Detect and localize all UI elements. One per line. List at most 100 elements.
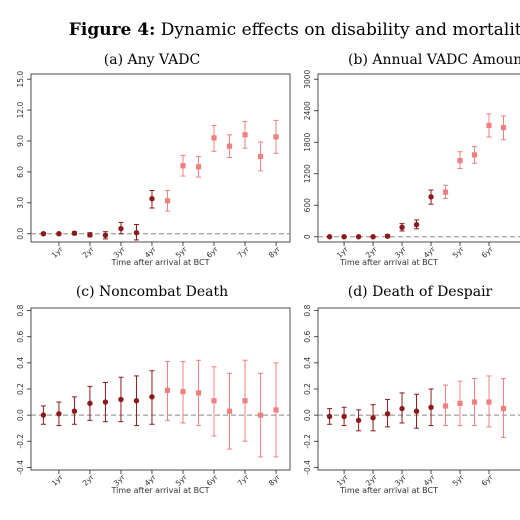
panel-b-ytick-label: 600 — [303, 198, 312, 213]
panel-a-point — [195, 164, 202, 170]
panel-d-xtick-label: 5yr — [451, 472, 467, 488]
panel-c-xtick-label: 8yr — [267, 472, 283, 488]
figure-title: Figure 4: Dynamic effects on disability … — [0, 20, 520, 40]
panel-b-point — [442, 189, 449, 195]
panel-a-point — [211, 135, 217, 141]
panel-c-ytick-label: 0.8 — [16, 304, 25, 316]
panel-c-xtick-label: 7yr — [236, 472, 252, 488]
panel-c-point — [71, 408, 78, 414]
panel-b-ytick-label: 1800 — [303, 132, 312, 151]
panel-b-xtick-label: 5yr — [451, 244, 467, 260]
panel-d-title: (d) Death of Despair — [347, 284, 493, 300]
panel-a-point — [56, 231, 62, 237]
panel-a-ytick-label: 6.0 — [16, 166, 25, 178]
panel-c-point — [180, 389, 186, 395]
panel-d-xtick-label: 6yr — [480, 472, 496, 488]
panel-a-point — [149, 196, 155, 202]
panel-d-ytick-label: 0.2 — [303, 383, 312, 395]
panel-a-point — [273, 134, 279, 140]
panel-a-point — [40, 231, 47, 237]
panel-d-point — [355, 417, 362, 424]
panel-d-point — [341, 413, 347, 420]
panel-d-point — [370, 415, 376, 421]
panel-d-point — [413, 408, 420, 414]
panel-d-point — [457, 400, 463, 406]
panel-b-point — [341, 234, 347, 240]
panel-d-point — [486, 399, 492, 405]
panel-d-ytick-label: 0.0 — [303, 409, 312, 421]
panel-d-ytick-label: 0.4 — [303, 357, 312, 369]
panel-d-frame — [317, 307, 520, 471]
panel-a-title: (a) Any VADC — [103, 52, 201, 68]
figure-title-text: Dynamic effects on disability and mortal… — [160, 20, 520, 40]
panel-a-point — [71, 230, 78, 236]
panel-c-ytick-label: 0.6 — [16, 331, 25, 343]
panel-a-point — [242, 132, 248, 138]
panel-a-point — [102, 232, 109, 239]
panel-a-point — [180, 163, 186, 169]
panel-c-point — [149, 394, 155, 400]
panel-c-xtick-label: 2yr — [81, 472, 97, 488]
panel-c-point — [257, 412, 264, 418]
panel-b-xlabel: Time after arrival at BCT — [339, 258, 438, 267]
panel-c-point — [211, 398, 217, 404]
panel-c-xlabel: Time after arrival at BCT — [111, 486, 210, 495]
panel-d-point — [399, 405, 405, 412]
panel-a-point — [164, 198, 171, 204]
panel-d-point — [471, 399, 478, 405]
panel-b-point — [384, 233, 391, 239]
panel-d-xlabel: Time after arrival at BCT — [339, 486, 438, 495]
panel-c-point — [273, 407, 279, 413]
panel-c-point — [226, 408, 233, 414]
panel-d-ytick-label: -0.4 — [303, 460, 312, 475]
panel-c-ytick-label: -0.4 — [16, 460, 25, 475]
panel-d-point — [428, 404, 434, 410]
panel-c-ytick-label: 0.4 — [16, 357, 25, 369]
panel-a-point — [226, 143, 233, 149]
panel-b-point — [428, 194, 434, 200]
panel-c-xtick-label: 1yr — [50, 472, 66, 488]
panel-d-ytick-label: 0.6 — [303, 331, 312, 343]
panel-b-frame — [317, 73, 520, 243]
panel-c-point — [242, 398, 248, 404]
panel-d-ytick-label: 0.8 — [303, 304, 312, 316]
panel-b-point — [355, 234, 362, 240]
panel-b-ytick-label: 3000 — [303, 69, 312, 88]
panel-c-ytick-label: 0.0 — [16, 409, 25, 421]
panel-b-ytick-label: 0 — [303, 234, 312, 239]
panel-d-point — [442, 403, 449, 409]
panel-c-point — [102, 399, 109, 405]
panel-a-ytick-label: 12.0 — [16, 101, 25, 118]
panel-a-point — [133, 230, 140, 236]
panel-a-point — [118, 225, 124, 232]
panel-b-point — [399, 224, 405, 230]
panel-c-ytick-label: 0.2 — [16, 383, 25, 395]
panel-d-point — [384, 411, 391, 417]
panel-c-ytick-label: -0.2 — [16, 434, 25, 449]
panel-b-point — [413, 221, 420, 228]
panel-b-point — [457, 158, 463, 164]
panel-a-frame — [30, 73, 291, 243]
panel-b-point — [326, 234, 333, 240]
panel-a-point — [257, 153, 264, 160]
panel-b-point — [500, 124, 507, 131]
panel-a-ytick-label: 3.0 — [16, 197, 25, 209]
panel-b-ytick-label: 1200 — [303, 164, 312, 183]
panel-c-point — [118, 396, 124, 403]
panel-c-point — [40, 412, 47, 418]
panel-a-ytick-label: 9.0 — [16, 135, 25, 147]
panel-d-point — [326, 413, 333, 420]
panel-c-point — [164, 387, 171, 393]
panel-a-point — [87, 232, 93, 238]
panel-c-point — [56, 411, 62, 417]
panel-d-point — [500, 405, 507, 412]
panel-b-point — [486, 122, 492, 129]
panel-c-point — [195, 390, 202, 396]
panel-a-xtick-label: 8yr — [267, 244, 283, 260]
panel-c-point — [87, 400, 93, 407]
panel-b-xtick-label: 6yr — [480, 244, 496, 260]
panel-a-xtick-label: 2yr — [81, 244, 97, 260]
panel-b-title: (b) Annual VADC Amount — [348, 52, 520, 68]
panel-b-point — [370, 234, 376, 240]
panel-a-ytick-label: 0.0 — [16, 228, 25, 240]
